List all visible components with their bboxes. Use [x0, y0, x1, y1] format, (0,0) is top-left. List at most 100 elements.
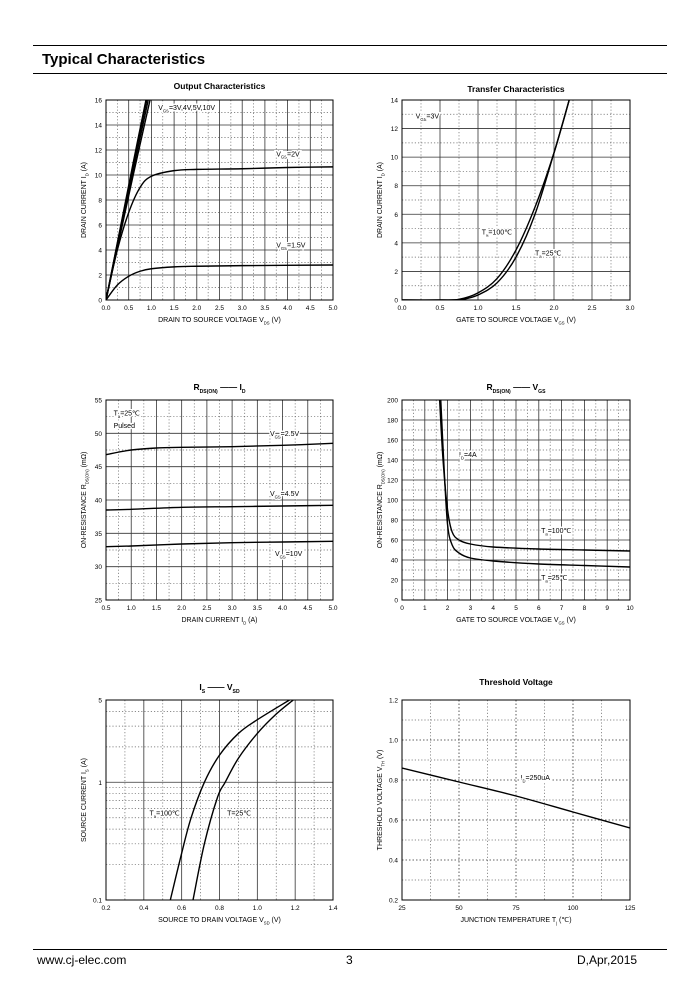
y-tick-label: 140	[387, 458, 398, 465]
x-tick-label: 7	[560, 605, 564, 612]
label-text: =25℃	[542, 251, 562, 258]
subscript-text: S	[202, 689, 206, 695]
label-text: =250uA	[526, 775, 551, 782]
curve-annotation: Ta=25℃	[535, 251, 561, 259]
label-text: V	[270, 491, 275, 498]
subscript-text: GS	[420, 117, 426, 122]
label-text: T=25℃	[227, 811, 251, 818]
footer-page-number: 3	[346, 953, 353, 967]
y-tick-label: 0.2	[389, 898, 398, 905]
y-tick-label: 8	[394, 183, 398, 190]
label-text: DRAIN CURRENT I	[377, 176, 384, 238]
subscript-text: D	[380, 173, 385, 176]
plot-frame	[401, 99, 631, 301]
label-text: I	[459, 452, 461, 459]
label-text: I	[521, 775, 523, 782]
chart-6: 25 50 75 100 125 0.2 0.4 0.6 0.8 1.0 1.2 ID=250uA Th…	[377, 677, 636, 925]
curve-annotation: VGS=1.5V	[276, 243, 306, 251]
x-tick-label: 0.8	[215, 905, 224, 912]
x-tick-label: 0.5	[435, 305, 444, 312]
label-text: JUNCTION TEMPERATURE T	[460, 917, 556, 924]
subscript-text: SD	[264, 920, 270, 925]
subscript-text: a	[545, 531, 548, 536]
y-tick-label: 5	[98, 698, 102, 705]
label-text: V	[270, 431, 275, 438]
y-tick-label: 180	[387, 418, 398, 425]
series-line	[402, 767, 630, 829]
chart-4: 0 1 2 3 4 5 6 7 8 9 10020406080100120140160180200I…	[377, 382, 634, 625]
y-tick-label: 16	[95, 98, 103, 105]
label-text: —— V	[511, 382, 539, 392]
curve-annotation: VGS=2.5V	[270, 431, 300, 439]
x-tick-label: 2	[446, 605, 450, 612]
label-text: DRAIN CURRENT I	[181, 617, 243, 624]
y-axis-label: SOURCE CURRENT IS (A)	[81, 758, 89, 842]
y-tick-label: 120	[387, 478, 398, 485]
y-axis-label: ON-RESISTANCE RDS(ON) (mΩ)	[377, 452, 385, 549]
label-text: GATE TO SOURCE VOLTAGE V	[456, 617, 559, 624]
label-text: (V)	[270, 917, 281, 924]
y-tick-label: 200	[387, 398, 398, 405]
x-axis-label: SOURCE TO DRAIN VOLTAGE VSD (V)	[158, 917, 281, 925]
x-tick-label: 100	[568, 905, 579, 912]
y-axis-label: ON-RESISTANCE RDS(ON) (mΩ)	[81, 452, 89, 549]
series-line	[438, 400, 630, 552]
plot-frame	[401, 699, 631, 901]
label-text: =2.5V	[281, 431, 300, 438]
subscript-text: a	[118, 414, 121, 419]
y-tick-label: 0	[98, 298, 102, 305]
x-tick-label: 1.0	[147, 305, 156, 312]
label-text: =25℃	[120, 410, 140, 417]
subscript-text: DS(ON)	[380, 469, 385, 484]
x-axis-label: DRAIN TO SOURCE VOLTAGE VDS (V)	[158, 317, 281, 325]
label-text: =4.5V	[281, 491, 300, 498]
header-rule-top	[33, 45, 667, 46]
subscript-text: D	[84, 173, 89, 176]
x-tick-label: 25	[398, 905, 406, 912]
label-text: T	[150, 811, 155, 818]
y-tick-label: 45	[95, 464, 103, 471]
footer-website[interactable]: www.cj-elec.com	[37, 953, 127, 967]
y-tick-label: 0.1	[93, 898, 102, 905]
x-tick-label: 1.5	[152, 605, 161, 612]
x-tick-label: 2.5	[215, 305, 224, 312]
y-tick-label: 14	[95, 123, 103, 130]
x-tick-label: 2.0	[192, 305, 201, 312]
y-axis-label: THRESHOLD VOLTAGE VTH (V)	[377, 750, 385, 851]
x-axis-label: GATE TO SOURCE VOLTAGE VGS (V)	[456, 317, 576, 325]
subscript-text: GS	[538, 389, 546, 395]
x-tick-label: 0.5	[124, 305, 133, 312]
x-tick-label: 3.0	[238, 305, 247, 312]
label-text: (A)	[81, 162, 88, 173]
x-axis-label: JUNCTION TEMPERATURE Tj (℃)	[460, 917, 571, 925]
x-tick-label: 0.5	[101, 605, 110, 612]
y-tick-label: 10	[95, 173, 103, 180]
y-tick-label: 1.2	[389, 698, 398, 705]
x-tick-label: 3.0	[228, 605, 237, 612]
label-text: V	[416, 114, 421, 121]
chart-title: RDS(ON) —— ID	[193, 382, 245, 395]
curve-annotation: Ta=100℃	[150, 811, 180, 819]
y-tick-label: 60	[391, 538, 399, 545]
y-tick-label: 2	[98, 273, 102, 280]
curve-annotation: Ta=100℃	[541, 528, 571, 536]
x-tick-label: 5.0	[328, 305, 337, 312]
x-tick-label: 3.0	[625, 305, 634, 312]
series-line	[106, 264, 333, 300]
x-tick-label: 4.5	[303, 605, 312, 612]
y-tick-label: 40	[95, 498, 103, 505]
x-tick-label: 3.5	[253, 605, 262, 612]
chart-title: IS —— VSD	[199, 682, 240, 695]
label-text: (mΩ)	[377, 452, 384, 470]
subscript-text: GS	[559, 620, 565, 625]
label-text: Pulsed	[114, 423, 136, 430]
label-text: —— I	[218, 382, 242, 392]
label-text: =1.5V	[287, 243, 306, 250]
y-tick-label: 20	[391, 578, 399, 585]
label-text: =100℃	[488, 229, 512, 236]
curve-annotation: T=25℃	[227, 811, 251, 818]
series-line	[192, 700, 294, 900]
y-tick-label: 6	[394, 212, 398, 219]
x-tick-label: 9	[605, 605, 609, 612]
